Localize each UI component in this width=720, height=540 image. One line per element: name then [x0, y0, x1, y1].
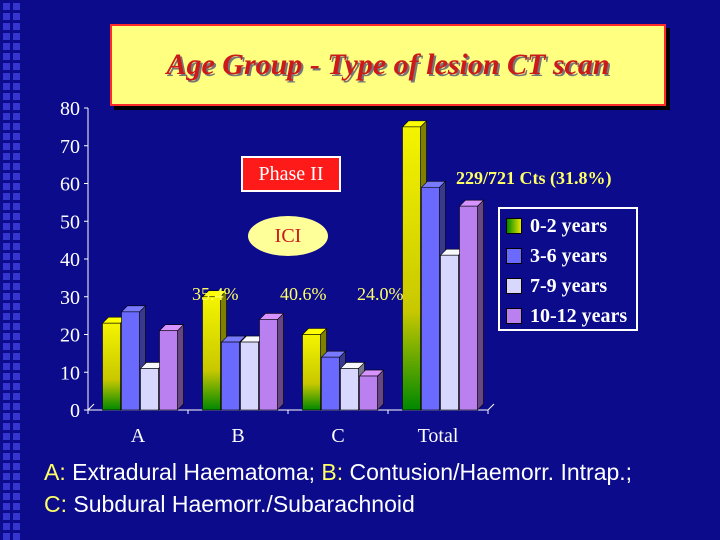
bar-front — [202, 296, 221, 411]
bar-front — [221, 341, 240, 411]
y-tick-labels: 0 10 20 30 40 50 60 70 80 — [60, 98, 80, 422]
y-tick-label: 60 — [60, 174, 80, 196]
y-tick-label: 30 — [60, 287, 80, 309]
chart-title: Age Group - Type of lesion CT scan — [166, 48, 610, 81]
x-category-label: C — [331, 425, 344, 447]
caption-text-a: Extradural Haematoma; — [65, 459, 322, 485]
bar-front — [140, 368, 159, 411]
chart-bars — [101, 120, 485, 411]
bar-front — [402, 126, 421, 411]
axis-depth-line — [87, 403, 95, 411]
bar-c-10-12-years — [358, 369, 385, 411]
axis-depth-line — [487, 403, 495, 411]
legend-label: 3-6 years — [530, 244, 608, 267]
phase-label: Phase II — [241, 156, 341, 192]
y-tick-label: 10 — [60, 362, 80, 384]
x-category-label: Total — [418, 425, 459, 447]
legend-label: 10-12 years — [530, 304, 628, 327]
y-tick-label: 0 — [70, 400, 80, 422]
legend-swatch-3-6 — [506, 248, 522, 264]
bar-a-10-12-years — [158, 324, 185, 411]
bar-side — [377, 369, 384, 411]
bar-front — [240, 341, 259, 411]
legend-item: 10-12 years — [506, 301, 636, 331]
caption-key-a: A: — [44, 459, 66, 485]
caption: A: Extradural Haematoma; B: Contusion/Ha… — [44, 456, 714, 520]
bar-front — [359, 375, 378, 411]
y-tick-label: 40 — [60, 249, 80, 271]
caption-text-b: Contusion/Haemorr. Intrap.; — [343, 459, 633, 485]
y-tick-label: 20 — [60, 325, 80, 347]
caption-key-b: B: — [321, 459, 344, 485]
legend-swatch-7-9 — [506, 278, 522, 294]
percentage-label-c: 24.0% — [357, 284, 404, 304]
legend-swatch-10-12 — [506, 308, 522, 324]
bar-front — [321, 356, 340, 411]
caption-line-2: C: Subdural Haemorr./Subarachnoid — [44, 488, 714, 520]
caption-key-c: C: — [44, 491, 67, 517]
y-tick-label: 50 — [60, 211, 80, 233]
decorative-side-strip — [0, 0, 24, 540]
legend-item: 0-2 years — [506, 211, 636, 241]
caption-text-c: Subdural Haemorr./Subarachnoid — [67, 491, 415, 517]
bar-front — [121, 311, 140, 411]
bar-total-10-12-years — [458, 199, 485, 411]
percentage-label-b: 40.6% — [280, 284, 327, 304]
bar-front — [459, 205, 478, 411]
bar-front — [421, 186, 440, 411]
legend-label: 0-2 years — [530, 214, 608, 237]
bar-side — [177, 324, 184, 411]
legend-swatch-0-2 — [506, 218, 522, 234]
legend-item: 3-6 years — [506, 241, 636, 271]
bar-side — [277, 312, 284, 411]
bar-front — [340, 368, 359, 411]
caption-line-1: A: Extradural Haematoma; B: Contusion/Ha… — [44, 456, 714, 488]
x-category-labels: A B C Total — [131, 425, 459, 447]
bar-side — [477, 199, 484, 411]
bar-front — [159, 330, 178, 411]
legend-label: 7-9 years — [530, 274, 608, 297]
percentage-label-a: 35.4% — [192, 284, 239, 304]
case-count-label: 229/721 Cts (31.8%) — [456, 168, 612, 188]
bar-front — [102, 322, 121, 411]
bar-front — [302, 334, 321, 411]
bar-front — [259, 319, 278, 411]
x-category-label: A — [131, 425, 146, 447]
y-tick-label: 80 — [60, 98, 80, 120]
legend-item: 7-9 years — [506, 271, 636, 301]
y-tick-label: 70 — [60, 136, 80, 158]
ici-label: ICI — [248, 216, 328, 256]
bar-b-10-12-years — [258, 312, 285, 411]
chart-legend: 0-2 years 3-6 years 7-9 years 10-12 year… — [498, 207, 638, 331]
bar-front — [440, 254, 459, 411]
x-category-label: B — [231, 425, 244, 447]
title-box: Age Group - Type of lesion CT scan — [110, 24, 666, 106]
